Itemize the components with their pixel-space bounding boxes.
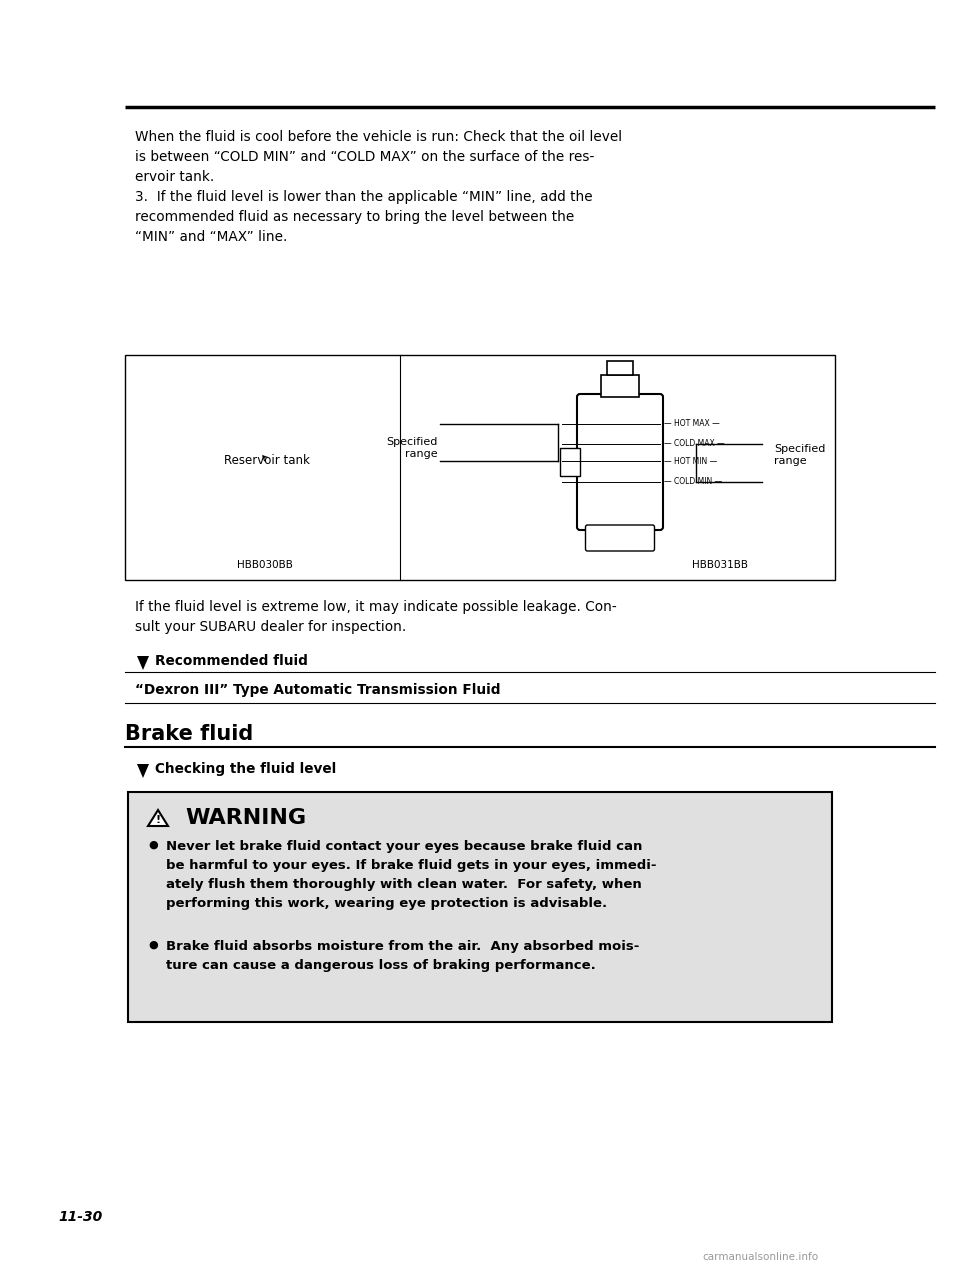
Text: — HOT MAX —: — HOT MAX — bbox=[664, 420, 720, 429]
FancyBboxPatch shape bbox=[586, 525, 655, 552]
Text: carmanualsonline.info: carmanualsonline.info bbox=[702, 1252, 818, 1262]
Text: When the fluid is cool before the vehicle is run: Check that the oil level: When the fluid is cool before the vehicl… bbox=[135, 131, 622, 145]
Text: Specified
range: Specified range bbox=[774, 444, 826, 467]
Text: is between “COLD MIN” and “COLD MAX” on the surface of the res-: is between “COLD MIN” and “COLD MAX” on … bbox=[135, 150, 594, 164]
Text: Recommended fluid: Recommended fluid bbox=[155, 654, 308, 668]
Text: ately flush them thoroughly with clean water.  For safety, when: ately flush them thoroughly with clean w… bbox=[166, 877, 641, 891]
Text: — COLD MAX —: — COLD MAX — bbox=[664, 440, 725, 449]
Text: Reservoir tank: Reservoir tank bbox=[224, 454, 310, 467]
Text: ture can cause a dangerous loss of braking performance.: ture can cause a dangerous loss of braki… bbox=[166, 959, 596, 973]
FancyBboxPatch shape bbox=[577, 394, 663, 530]
Bar bbox=[128, 792, 832, 1022]
Text: “MIN” and “MAX” line.: “MIN” and “MAX” line. bbox=[135, 230, 287, 243]
Text: performing this work, wearing eye protection is advisable.: performing this work, wearing eye protec… bbox=[166, 896, 607, 910]
Bar bbox=[607, 361, 633, 375]
Text: Brake fluid: Brake fluid bbox=[125, 724, 253, 744]
Bar bbox=[560, 448, 580, 476]
Text: ●: ● bbox=[148, 839, 157, 850]
Text: ●: ● bbox=[148, 940, 157, 950]
Text: 3.  If the fluid level is lower than the applicable “MIN” line, add the: 3. If the fluid level is lower than the … bbox=[135, 190, 592, 204]
Text: be harmful to your eyes. If brake fluid gets in your eyes, immedi-: be harmful to your eyes. If brake fluid … bbox=[166, 858, 657, 872]
Polygon shape bbox=[137, 656, 149, 670]
Text: HBB030BB: HBB030BB bbox=[237, 560, 293, 571]
Bar bbox=[125, 355, 835, 579]
Text: sult your SUBARU dealer for inspection.: sult your SUBARU dealer for inspection. bbox=[135, 620, 406, 634]
Bar bbox=[601, 375, 639, 397]
Text: WARNING: WARNING bbox=[185, 808, 306, 828]
Text: — COLD MIN —: — COLD MIN — bbox=[664, 478, 722, 487]
Text: HBB031BB: HBB031BB bbox=[692, 560, 748, 571]
Text: “Dexron III” Type Automatic Transmission Fluid: “Dexron III” Type Automatic Transmission… bbox=[135, 683, 500, 697]
Polygon shape bbox=[148, 810, 168, 825]
Text: Brake fluid absorbs moisture from the air.  Any absorbed mois-: Brake fluid absorbs moisture from the ai… bbox=[166, 940, 639, 954]
Text: — HOT MIN —: — HOT MIN — bbox=[664, 456, 717, 465]
Text: !: ! bbox=[156, 815, 160, 825]
Text: If the fluid level is extreme low, it may indicate possible leakage. Con-: If the fluid level is extreme low, it ma… bbox=[135, 600, 616, 614]
Text: Never let brake fluid contact your eyes because brake fluid can: Never let brake fluid contact your eyes … bbox=[166, 839, 642, 853]
Text: Checking the fluid level: Checking the fluid level bbox=[155, 762, 336, 776]
Polygon shape bbox=[137, 765, 149, 779]
Text: Specified
range: Specified range bbox=[387, 436, 438, 459]
Text: ervoir tank.: ervoir tank. bbox=[135, 170, 214, 184]
Text: recommended fluid as necessary to bring the level between the: recommended fluid as necessary to bring … bbox=[135, 210, 574, 224]
Text: 11-30: 11-30 bbox=[58, 1210, 103, 1224]
